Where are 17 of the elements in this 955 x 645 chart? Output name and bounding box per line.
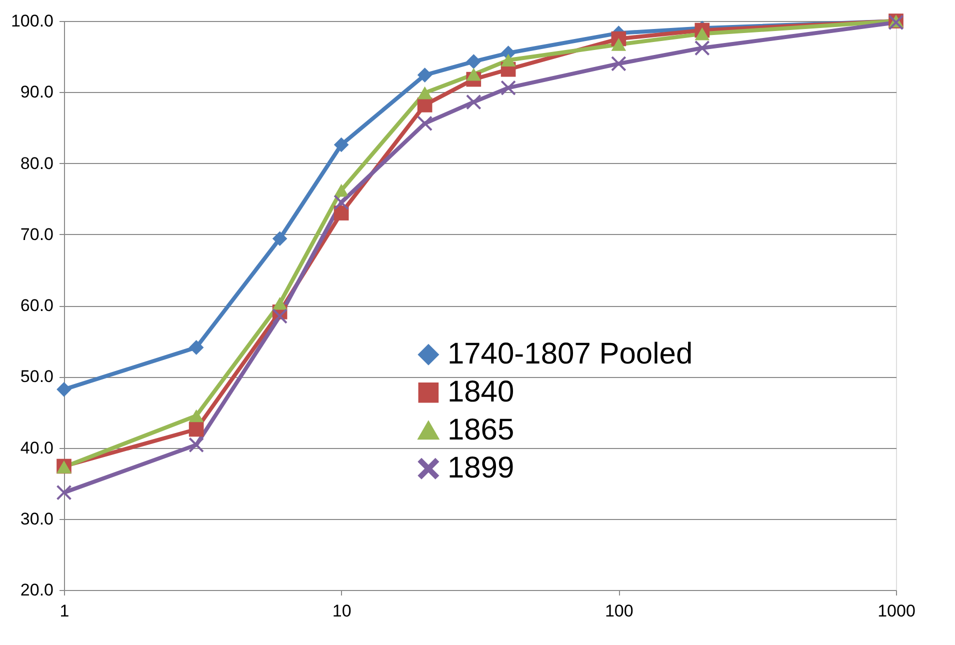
legend-label: 1740-1807 Pooled — [447, 338, 693, 371]
x-tick-label: 1 — [60, 602, 70, 620]
y-tick-label: 50.0 — [20, 367, 54, 386]
x-tick-label: 100 — [604, 602, 634, 620]
y-tick-label: 90.0 — [20, 82, 54, 102]
legend-label: 1899 — [447, 452, 514, 485]
y-tick-label: 30.0 — [20, 509, 54, 528]
legend-label: 1865 — [447, 414, 514, 447]
x-tick-label: 1000 — [878, 602, 916, 620]
y-tick-label: 70.0 — [20, 224, 54, 244]
legend-label: 1840 — [447, 376, 514, 409]
y-tick-label: 40.0 — [20, 438, 54, 458]
x-tick-label: 10 — [332, 602, 352, 620]
y-tick-label: 80.0 — [20, 154, 54, 173]
y-tick-label: 100.0 — [10, 12, 54, 30]
y-tick-label: 20.0 — [20, 580, 54, 600]
y-tick-label: 60.0 — [20, 296, 54, 315]
